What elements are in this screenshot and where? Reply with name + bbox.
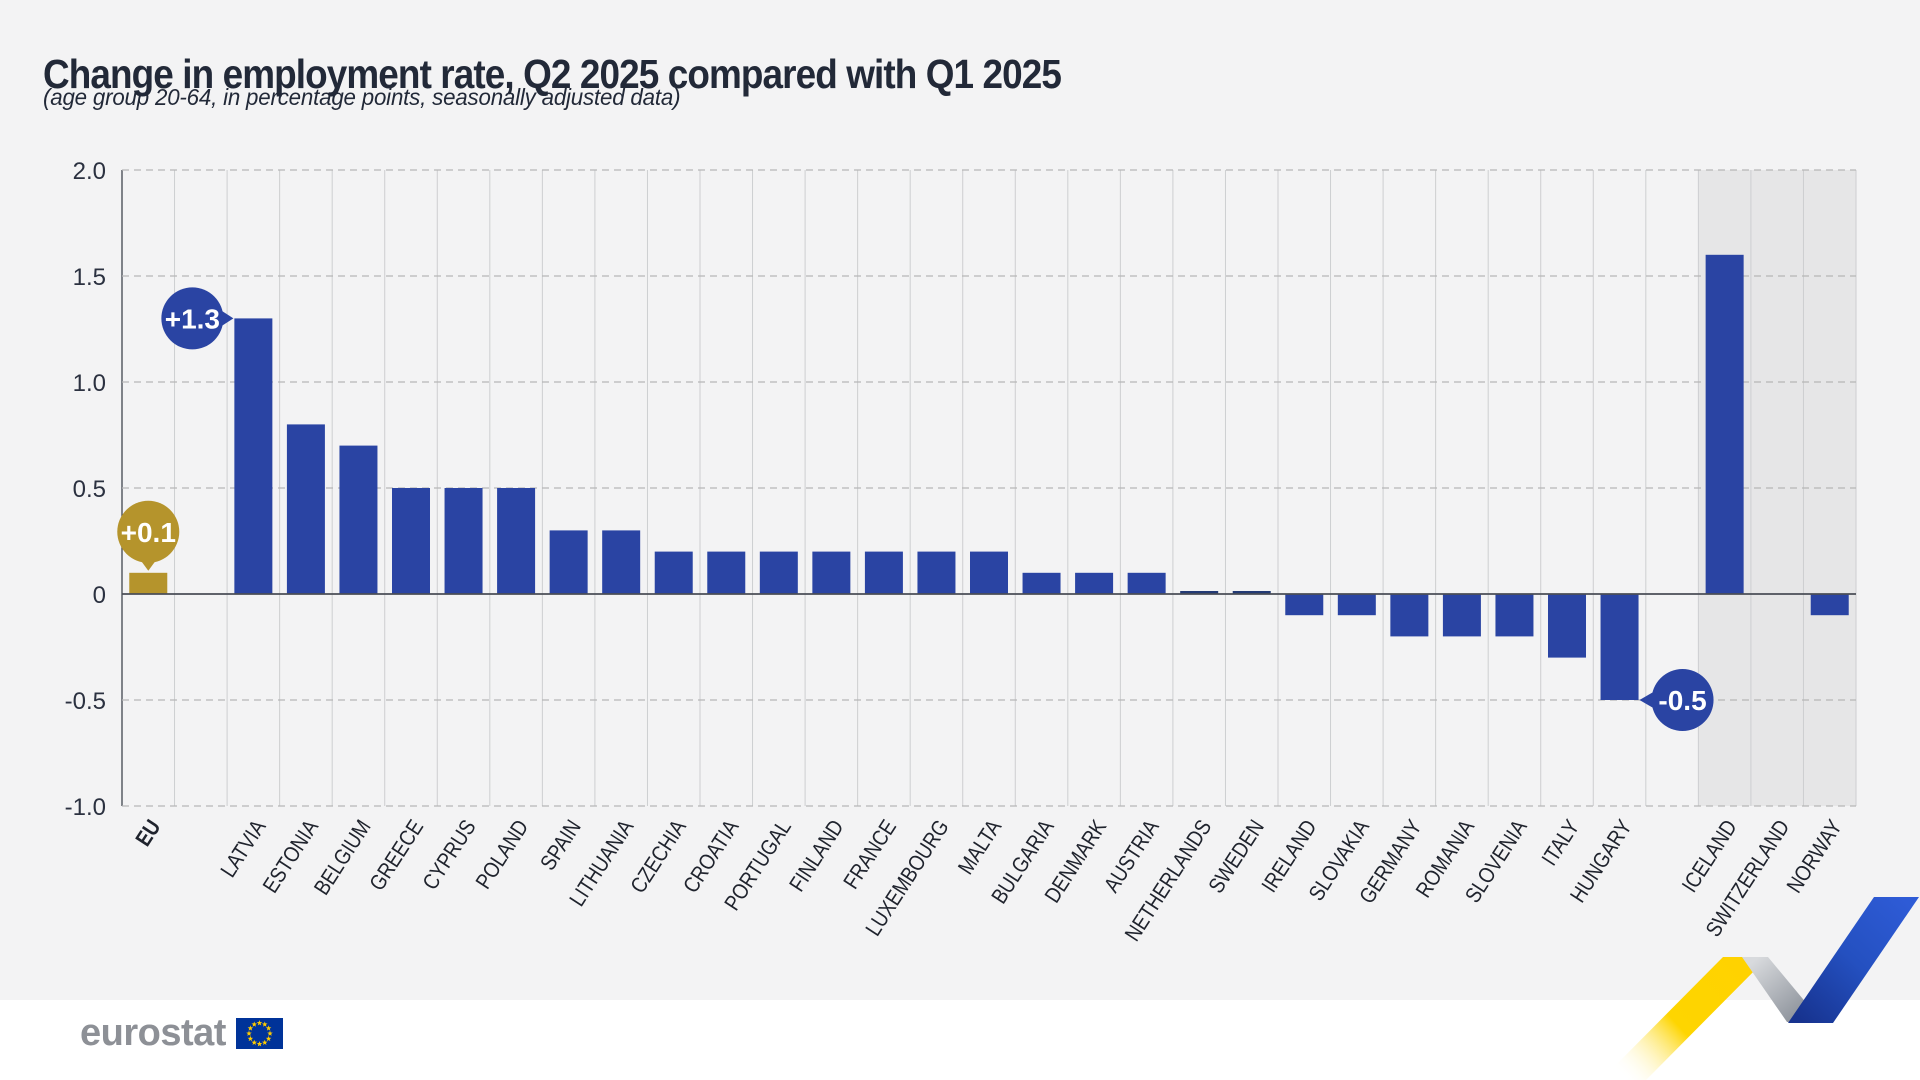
eu-flag-star: [265, 1035, 272, 1042]
badge-value: +1.3: [165, 303, 220, 334]
page-title: Change in employment rate, Q2 2025 compa…: [43, 51, 1062, 98]
bar-luxembourg: [917, 551, 956, 594]
bar-estonia: [286, 424, 325, 594]
bar-malta: [970, 551, 1008, 594]
eu-flag-star: [251, 1021, 257, 1027]
bar-hungary: [1600, 594, 1639, 700]
eu-flag-star: [251, 1039, 257, 1045]
badge-value: -0.5: [1658, 685, 1706, 716]
bar-poland: [497, 488, 536, 594]
eu-flag-star: [267, 1030, 273, 1036]
bar-eu: [129, 572, 168, 594]
badge-bubble: [117, 500, 180, 563]
bar-germany: [1390, 594, 1429, 637]
value-badge-hungary: -0.5: [1639, 669, 1714, 731]
bar-ireland: [1285, 594, 1324, 616]
xlabel-finland: FINLAND: [785, 816, 848, 896]
eurostat-logo: eurostat: [80, 1012, 283, 1055]
eu-flag-star: [247, 1035, 254, 1042]
value-badge-latvia: +1.3: [161, 287, 234, 350]
bar-denmark: [1075, 572, 1114, 594]
ytick-1.5: 1.5: [73, 264, 106, 291]
xlabel-cyprus: CYPRUS: [419, 816, 481, 894]
ytick-0: 0: [93, 582, 106, 609]
xlabel-poland: POLAND: [472, 816, 534, 893]
ytick--1.0: -1.0: [65, 794, 106, 821]
decorative-ribbon: [1601, 897, 1919, 1080]
bar-belgium: [339, 445, 378, 594]
eu-flag-star: [265, 1025, 272, 1031]
ytick--0.5: -0.5: [65, 688, 106, 715]
eu-flag-star: [246, 1030, 252, 1036]
ribbon-blue-band: [1788, 897, 1919, 1023]
bar-lithuania: [602, 530, 641, 594]
xlabel-latvia: LATVIA: [217, 816, 271, 882]
xlabel-malta: MALTA: [954, 816, 1007, 879]
ytick-0.5: 0.5: [73, 476, 106, 503]
badge-bubble: [161, 287, 224, 350]
xlabel-eu: EU: [132, 816, 166, 851]
eurostat-logo-text: eurostat: [80, 1012, 226, 1054]
ribbon-yellow-band: [1601, 957, 1768, 1080]
ytick-1.0: 1.0: [73, 370, 106, 397]
eu-flag-star: [247, 1025, 254, 1031]
bar-latvia: [234, 318, 273, 594]
bar-greece: [392, 488, 430, 594]
bar-romania: [1442, 594, 1481, 637]
bar-france: [864, 551, 903, 594]
value-badge-eu: +0.1: [117, 500, 180, 571]
ytick-2.0: 2.0: [73, 158, 106, 185]
bar-portugal: [759, 551, 798, 594]
bar-finland: [812, 551, 851, 594]
page-subtitle: (age group 20-64, in percentage points, …: [43, 84, 681, 110]
bar-czechia: [654, 551, 693, 594]
badge-bubble: [1651, 669, 1714, 731]
eu-flag-icon: [235, 1018, 283, 1049]
xlabel-spain: SPAIN: [536, 816, 586, 875]
xlabel-greece: GREECE: [366, 816, 429, 895]
eu-flag-star: [256, 1041, 263, 1047]
bar-slovakia: [1337, 594, 1376, 616]
bar-italy: [1548, 594, 1586, 658]
employment-change-bar-chart: 2.01.51.00.50-0.5-1.0EU LATVIAESTONIABELG…: [65, 158, 1857, 946]
bar-cyprus: [444, 488, 483, 594]
bar-sweden: [1232, 591, 1271, 594]
bar-austria: [1127, 572, 1166, 594]
bar-norway: [1810, 594, 1849, 616]
bar-bulgaria: [1022, 572, 1061, 594]
bar-croatia: [707, 551, 746, 594]
eu-flag-star: [261, 1021, 268, 1027]
bar-netherlands: [1180, 591, 1219, 594]
badge-value: +0.1: [121, 517, 176, 548]
bar-spain: [549, 530, 588, 594]
eu-flag-star: [256, 1020, 263, 1026]
bar-slovenia: [1495, 594, 1534, 637]
bar-iceland: [1705, 254, 1744, 595]
eu-flag-star: [261, 1039, 268, 1045]
